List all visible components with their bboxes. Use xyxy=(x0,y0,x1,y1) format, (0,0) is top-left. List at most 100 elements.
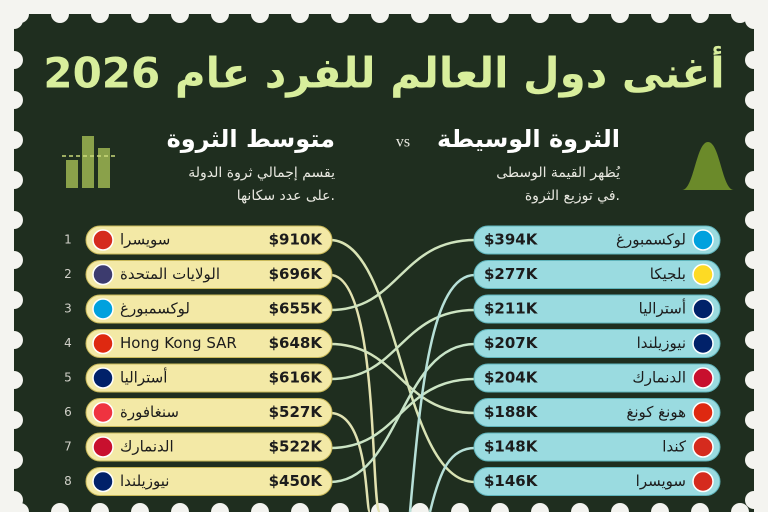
right-heading: الثروة الوسيطة xyxy=(437,125,620,153)
bell-icon xyxy=(682,142,734,190)
value: $655K xyxy=(269,300,324,318)
scallop xyxy=(171,5,189,23)
vs: vs xyxy=(396,134,410,151)
scallop xyxy=(251,503,269,512)
scallop xyxy=(211,503,229,512)
scallop xyxy=(5,211,23,229)
value: $648K xyxy=(269,334,324,352)
scallop xyxy=(5,11,23,29)
value: $522K xyxy=(269,438,324,456)
left-subtitle: يقسم إجمالي ثروة الدولة xyxy=(188,165,335,181)
country-name: نيوزيلندا xyxy=(637,334,686,352)
scallop xyxy=(331,503,349,512)
scallop xyxy=(5,91,23,109)
country-name: الدنمارك xyxy=(632,369,686,387)
connectors xyxy=(329,238,476,512)
scallop xyxy=(291,503,309,512)
flag xyxy=(92,298,114,320)
flag xyxy=(692,298,714,320)
value: $450K xyxy=(269,472,324,490)
scallop xyxy=(745,331,763,349)
flag xyxy=(692,263,714,286)
scallop xyxy=(5,411,23,429)
scallop xyxy=(51,503,69,512)
scallop xyxy=(651,5,669,23)
scallop xyxy=(251,5,269,23)
value: $188K xyxy=(484,403,539,421)
flag xyxy=(692,367,714,389)
scallop xyxy=(745,411,763,429)
scallop xyxy=(745,211,763,229)
flag xyxy=(692,436,714,458)
scallop xyxy=(371,503,389,512)
flag xyxy=(92,401,114,424)
country-name: أستراليا xyxy=(639,299,686,318)
scallop xyxy=(5,491,23,509)
scallop xyxy=(5,251,23,269)
flag xyxy=(692,470,714,493)
scallop xyxy=(531,503,549,512)
right-pill xyxy=(473,467,721,496)
value: $394K xyxy=(484,231,539,249)
rank: 5 xyxy=(64,371,72,385)
country-name: الدنمارك xyxy=(120,438,174,456)
rank: 4 xyxy=(64,336,72,350)
left-pill xyxy=(85,432,333,462)
value: $527K xyxy=(269,403,324,421)
scallop xyxy=(411,5,429,23)
flag xyxy=(92,470,114,493)
scallop xyxy=(731,5,749,23)
scallop xyxy=(651,503,669,512)
scallop xyxy=(745,171,763,189)
scallop xyxy=(451,503,469,512)
value: $277K xyxy=(484,265,539,283)
right-subtitle: في توزيع الثروة. xyxy=(525,188,620,204)
scallop xyxy=(5,131,23,149)
scallop xyxy=(745,371,763,389)
rank: 8 xyxy=(64,474,72,488)
country-name: أستراليا xyxy=(120,368,167,387)
country-name: لوكسمبورغ xyxy=(616,231,686,249)
scallop xyxy=(5,451,23,469)
rank: 1 xyxy=(64,233,72,247)
scallop xyxy=(5,291,23,309)
scallop xyxy=(745,491,763,509)
scallop xyxy=(691,5,709,23)
scallop xyxy=(745,251,763,269)
left-heading: متوسط الثروة xyxy=(167,125,335,153)
scallop xyxy=(411,503,429,512)
scallop xyxy=(5,331,23,349)
right-pill xyxy=(473,294,721,324)
scallop xyxy=(611,503,629,512)
left-pill xyxy=(85,467,333,496)
right-pill xyxy=(473,432,721,462)
right-subtitle: يُظهر القيمة الوسطى xyxy=(496,165,620,181)
country-name: سويسرا xyxy=(636,472,686,490)
scallop xyxy=(371,5,389,23)
country-name: كندا xyxy=(662,438,687,456)
right-pill xyxy=(473,363,721,393)
scallop xyxy=(451,5,469,23)
rank: 6 xyxy=(64,405,72,419)
country-name: هونغ كونغ xyxy=(626,403,686,421)
left-pill xyxy=(85,363,333,393)
left-pill xyxy=(85,225,333,255)
scallop xyxy=(131,503,149,512)
scallop xyxy=(491,503,509,512)
flag xyxy=(92,263,114,286)
scallop xyxy=(211,5,229,23)
scallop xyxy=(611,5,629,23)
left-subtitle: على عدد سكانها. xyxy=(237,188,335,204)
right-pill xyxy=(473,260,721,289)
scallop xyxy=(745,131,763,149)
scallop xyxy=(571,5,589,23)
scallop xyxy=(745,291,763,309)
flag xyxy=(92,367,114,389)
scallop xyxy=(331,5,349,23)
stamp-scallops xyxy=(5,5,763,512)
country-name: سويسرا xyxy=(120,231,170,249)
scallop xyxy=(51,5,69,23)
value: $207K xyxy=(484,334,539,352)
value: $204K xyxy=(484,369,539,387)
